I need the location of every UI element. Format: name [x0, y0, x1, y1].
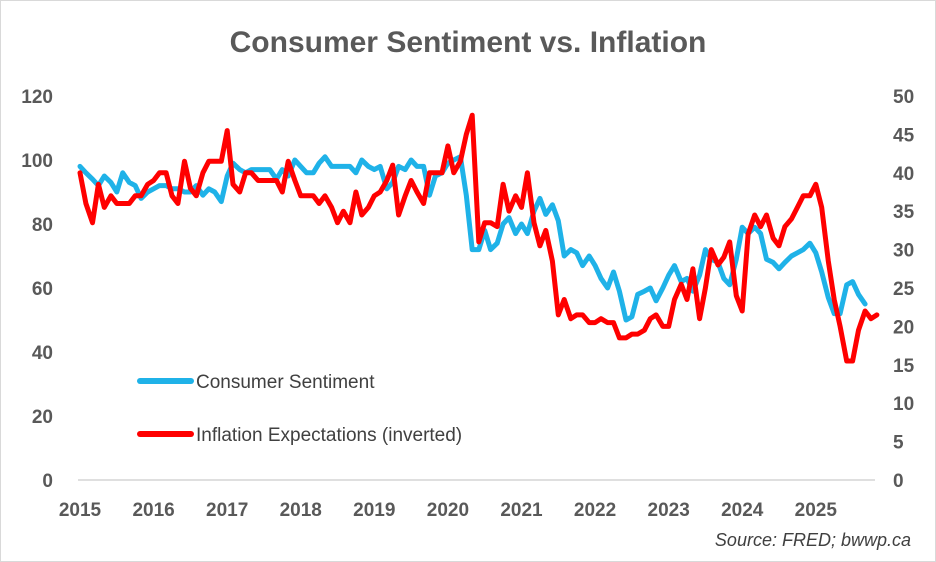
left-tick-label: 60	[32, 279, 53, 300]
right-tick-label: 5	[893, 433, 904, 454]
left-tick-label: 100	[21, 151, 53, 172]
legend-label-consumer-sentiment: Consumer Sentiment	[196, 372, 375, 393]
legend-label-inflation-expectations: Inflation Expectations (inverted)	[196, 425, 462, 446]
right-tick-label: 35	[893, 202, 915, 223]
right-tick-label: 10	[893, 394, 914, 415]
x-tick-label: 2018	[280, 500, 322, 521]
right-tick-label: 30	[893, 241, 914, 262]
left-tick-label: 120	[21, 87, 53, 108]
left-axis-ticks: 0 20 40 60 80 100 120	[21, 87, 53, 492]
chart-title: Consumer Sentiment vs. Inflation	[230, 26, 707, 59]
left-tick-label: 80	[32, 215, 53, 236]
right-tick-label: 45	[893, 125, 915, 146]
x-tick-label: 2022	[574, 500, 616, 521]
series-layer	[77, 112, 880, 364]
x-tick-label: 2024	[721, 500, 764, 521]
source-note: Source: FRED; bwwp.ca	[715, 530, 911, 550]
right-tick-label: 25	[893, 279, 915, 300]
right-tick-label: 15	[893, 356, 915, 377]
left-tick-label: 0	[42, 471, 53, 492]
x-tick-label: 2025	[795, 500, 838, 521]
left-tick-label: 40	[32, 343, 53, 364]
right-tick-label: 50	[893, 87, 914, 108]
right-tick-label: 20	[893, 317, 914, 338]
series-line-inflation-expectations	[77, 112, 880, 364]
x-tick-label: 2017	[206, 500, 248, 521]
right-tick-label: 0	[893, 471, 904, 492]
right-axis-ticks: 0 5 10 15 20 25 30 35 40 45 50	[893, 87, 915, 492]
x-tick-label: 2020	[427, 500, 469, 521]
x-tick-label: 2019	[353, 500, 395, 521]
x-axis-ticks: 2015 2016 2017 2018 2019 2020 2021 2022 2023 2024…	[59, 500, 838, 521]
legend: Consumer Sentiment Inflation Expectation…	[137, 372, 462, 446]
x-tick-label: 2016	[132, 500, 174, 521]
x-tick-label: 2023	[648, 500, 690, 521]
right-tick-label: 40	[893, 164, 914, 185]
x-tick-label: 2015	[59, 500, 102, 521]
x-tick-label: 2021	[500, 500, 543, 521]
left-tick-label: 20	[32, 407, 53, 428]
